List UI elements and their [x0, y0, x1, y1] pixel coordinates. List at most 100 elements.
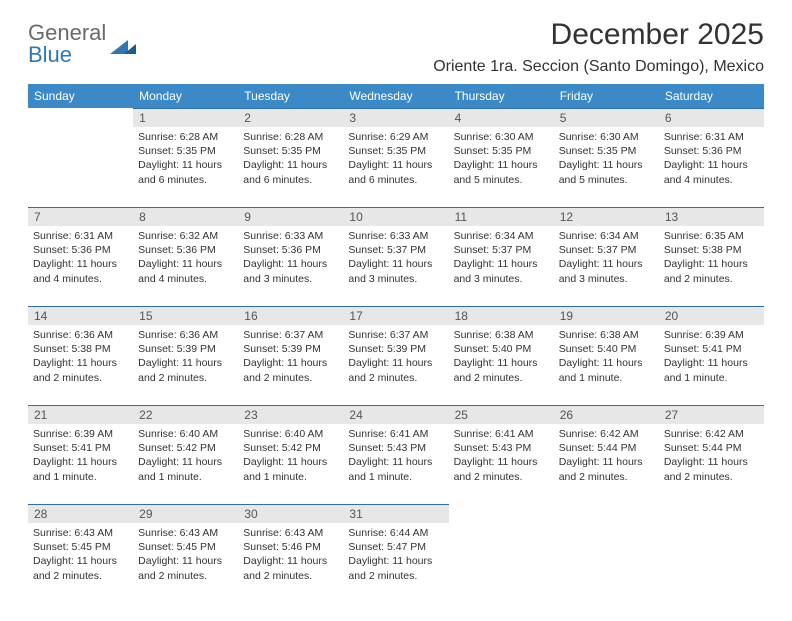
- day-number: 10: [343, 207, 448, 226]
- daynum-cell: 29: [133, 504, 238, 523]
- cell-line: Sunrise: 6:37 AM: [243, 328, 338, 342]
- calendar-cell: Sunrise: 6:29 AMSunset: 5:35 PMDaylight:…: [343, 127, 448, 207]
- cell-line: Daylight: 11 hours and 2 minutes.: [559, 455, 654, 483]
- calendar-body: 123456Sunrise: 6:28 AMSunset: 5:35 PMDay…: [28, 108, 764, 603]
- calendar-cell: Sunrise: 6:31 AMSunset: 5:36 PMDaylight:…: [28, 226, 133, 306]
- cell-line: Sunrise: 6:31 AM: [33, 229, 128, 243]
- day-number: 13: [659, 207, 764, 226]
- cell-line: Daylight: 11 hours and 4 minutes.: [33, 257, 128, 285]
- cell-line: Daylight: 11 hours and 5 minutes.: [559, 158, 654, 186]
- calendar-cell: Sunrise: 6:40 AMSunset: 5:42 PMDaylight:…: [133, 424, 238, 504]
- cell-line: Sunset: 5:36 PM: [138, 243, 233, 257]
- day-number: 31: [343, 504, 448, 523]
- cell-line: Sunrise: 6:34 AM: [454, 229, 549, 243]
- calendar-cell: Sunrise: 6:33 AMSunset: 5:37 PMDaylight:…: [343, 226, 448, 306]
- cell-content: Sunrise: 6:34 AMSunset: 5:37 PMDaylight:…: [449, 226, 554, 306]
- daynum-cell: 14: [28, 306, 133, 325]
- cell-line: Sunset: 5:45 PM: [138, 540, 233, 554]
- cell-content: Sunrise: 6:35 AMSunset: 5:38 PMDaylight:…: [659, 226, 764, 306]
- calendar-cell: Sunrise: 6:38 AMSunset: 5:40 PMDaylight:…: [449, 325, 554, 405]
- cell-line: Sunset: 5:35 PM: [559, 144, 654, 158]
- cell-content: Sunrise: 6:38 AMSunset: 5:40 PMDaylight:…: [449, 325, 554, 405]
- day-number: 12: [554, 207, 659, 226]
- weekday-header: Wednesday: [343, 84, 448, 108]
- cell-line: Daylight: 11 hours and 4 minutes.: [664, 158, 759, 186]
- calendar-cell: Sunrise: 6:32 AMSunset: 5:36 PMDaylight:…: [133, 226, 238, 306]
- calendar-cell: Sunrise: 6:39 AMSunset: 5:41 PMDaylight:…: [28, 424, 133, 504]
- content-row: Sunrise: 6:43 AMSunset: 5:45 PMDaylight:…: [28, 523, 764, 603]
- cell-content: Sunrise: 6:31 AMSunset: 5:36 PMDaylight:…: [659, 127, 764, 207]
- calendar-cell: [28, 127, 133, 207]
- calendar-cell: Sunrise: 6:36 AMSunset: 5:39 PMDaylight:…: [133, 325, 238, 405]
- cell-line: Sunset: 5:47 PM: [348, 540, 443, 554]
- day-number: 30: [238, 504, 343, 523]
- cell-line: Daylight: 11 hours and 6 minutes.: [243, 158, 338, 186]
- cell-line: Daylight: 11 hours and 3 minutes.: [243, 257, 338, 285]
- calendar-cell: Sunrise: 6:38 AMSunset: 5:40 PMDaylight:…: [554, 325, 659, 405]
- day-number: 29: [133, 504, 238, 523]
- daynum-cell: 25: [449, 405, 554, 424]
- cell-line: Sunset: 5:35 PM: [454, 144, 549, 158]
- daynum-row: 21222324252627: [28, 405, 764, 424]
- daynum-cell: 8: [133, 207, 238, 226]
- daynum-cell: 22: [133, 405, 238, 424]
- cell-line: Sunset: 5:35 PM: [348, 144, 443, 158]
- calendar-cell: Sunrise: 6:41 AMSunset: 5:43 PMDaylight:…: [449, 424, 554, 504]
- cell-line: Daylight: 11 hours and 2 minutes.: [454, 356, 549, 384]
- cell-content: Sunrise: 6:33 AMSunset: 5:36 PMDaylight:…: [238, 226, 343, 306]
- cell-line: Sunset: 5:42 PM: [138, 441, 233, 455]
- cell-line: Sunrise: 6:39 AM: [664, 328, 759, 342]
- cell-line: Sunrise: 6:32 AM: [138, 229, 233, 243]
- cell-content: Sunrise: 6:36 AMSunset: 5:38 PMDaylight:…: [28, 325, 133, 405]
- calendar-cell: [659, 523, 764, 603]
- day-number: 11: [449, 207, 554, 226]
- brand-mark-icon: [110, 34, 136, 54]
- cell-line: Daylight: 11 hours and 2 minutes.: [664, 455, 759, 483]
- cell-content: Sunrise: 6:43 AMSunset: 5:45 PMDaylight:…: [133, 523, 238, 603]
- calendar-cell: Sunrise: 6:37 AMSunset: 5:39 PMDaylight:…: [343, 325, 448, 405]
- calendar-cell: Sunrise: 6:28 AMSunset: 5:35 PMDaylight:…: [238, 127, 343, 207]
- cell-line: Sunrise: 6:43 AM: [33, 526, 128, 540]
- cell-line: Daylight: 11 hours and 3 minutes.: [454, 257, 549, 285]
- cell-line: Sunset: 5:45 PM: [33, 540, 128, 554]
- calendar-cell: Sunrise: 6:43 AMSunset: 5:46 PMDaylight:…: [238, 523, 343, 603]
- location-text: Oriente 1ra. Seccion (Santo Domingo), Me…: [433, 58, 764, 76]
- cell-line: Sunset: 5:37 PM: [454, 243, 549, 257]
- cell-content: [554, 523, 659, 603]
- cell-line: Sunset: 5:44 PM: [664, 441, 759, 455]
- cell-line: Sunrise: 6:36 AM: [138, 328, 233, 342]
- content-row: Sunrise: 6:36 AMSunset: 5:38 PMDaylight:…: [28, 325, 764, 405]
- cell-content: Sunrise: 6:31 AMSunset: 5:36 PMDaylight:…: [28, 226, 133, 306]
- cell-line: Daylight: 11 hours and 2 minutes.: [454, 455, 549, 483]
- daynum-row: 28293031: [28, 504, 764, 523]
- calendar-cell: [554, 523, 659, 603]
- cell-line: Sunrise: 6:33 AM: [243, 229, 338, 243]
- cell-line: Sunrise: 6:40 AM: [243, 427, 338, 441]
- daynum-cell: [28, 108, 133, 127]
- cell-line: Sunset: 5:42 PM: [243, 441, 338, 455]
- cell-line: Daylight: 11 hours and 6 minutes.: [138, 158, 233, 186]
- cell-line: Sunset: 5:43 PM: [454, 441, 549, 455]
- daynum-cell: 26: [554, 405, 659, 424]
- page: General Blue December 2025 Oriente 1ra. …: [0, 0, 792, 621]
- cell-line: Sunset: 5:39 PM: [348, 342, 443, 356]
- day-number: 26: [554, 405, 659, 424]
- daynum-cell: 16: [238, 306, 343, 325]
- cell-content: Sunrise: 6:40 AMSunset: 5:42 PMDaylight:…: [238, 424, 343, 504]
- cell-line: Daylight: 11 hours and 5 minutes.: [454, 158, 549, 186]
- cell-line: Sunset: 5:40 PM: [559, 342, 654, 356]
- daynum-cell: 7: [28, 207, 133, 226]
- cell-line: Daylight: 11 hours and 1 minute.: [243, 455, 338, 483]
- cell-content: Sunrise: 6:41 AMSunset: 5:43 PMDaylight:…: [449, 424, 554, 504]
- cell-line: Sunrise: 6:41 AM: [348, 427, 443, 441]
- calendar-cell: Sunrise: 6:34 AMSunset: 5:37 PMDaylight:…: [449, 226, 554, 306]
- cell-content: Sunrise: 6:30 AMSunset: 5:35 PMDaylight:…: [449, 127, 554, 207]
- daynum-cell: 24: [343, 405, 448, 424]
- cell-line: Sunrise: 6:41 AM: [454, 427, 549, 441]
- cell-line: Sunrise: 6:28 AM: [243, 130, 338, 144]
- daynum-cell: 5: [554, 108, 659, 127]
- day-number: 14: [28, 306, 133, 325]
- calendar-cell: Sunrise: 6:36 AMSunset: 5:38 PMDaylight:…: [28, 325, 133, 405]
- calendar-cell: Sunrise: 6:28 AMSunset: 5:35 PMDaylight:…: [133, 127, 238, 207]
- daynum-cell: [659, 504, 764, 523]
